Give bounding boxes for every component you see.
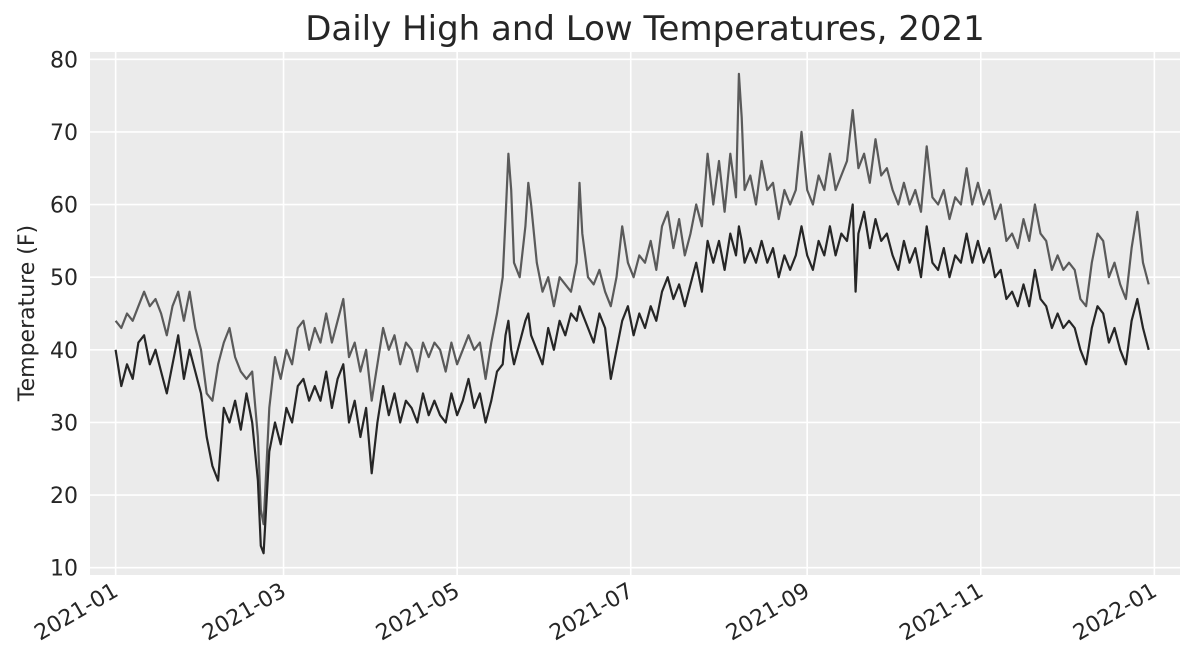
x-tick-label: 2021-09 [722,579,814,647]
grid-lines [90,52,1180,575]
y-tick-label: 40 [50,339,78,364]
y-tick-label: 70 [50,121,78,146]
x-tick-label: 2022-01 [1069,579,1161,647]
y-tick-label: 30 [50,411,78,436]
high-temperature-line [114,72,1150,526]
series-lines [114,72,1150,555]
y-tick-label: 20 [50,484,78,509]
y-axis-ticks: 10 20 30 40 50 60 70 80 [50,48,78,581]
y-tick-label: 10 [50,557,78,582]
plot-area [90,52,1180,575]
x-tick-label: 2021-07 [546,579,638,647]
y-tick-label: 50 [50,266,78,291]
x-tick-label: 2021-01 [31,579,123,647]
chart-title: Daily High and Low Temperatures, 2021 [305,9,985,49]
y-tick-label: 60 [50,194,78,219]
low-temperature-line [114,203,1150,555]
y-axis-label: Temperature (F) [15,225,40,402]
x-tick-label: 2021-11 [896,579,988,647]
x-tick-label: 2021-03 [198,579,290,647]
x-axis-ticks: 2021-01 2021-03 2021-05 2021-07 2021-09 2021-… [31,579,1162,647]
y-tick-label: 80 [50,48,78,73]
x-tick-label: 2021-05 [372,579,464,647]
